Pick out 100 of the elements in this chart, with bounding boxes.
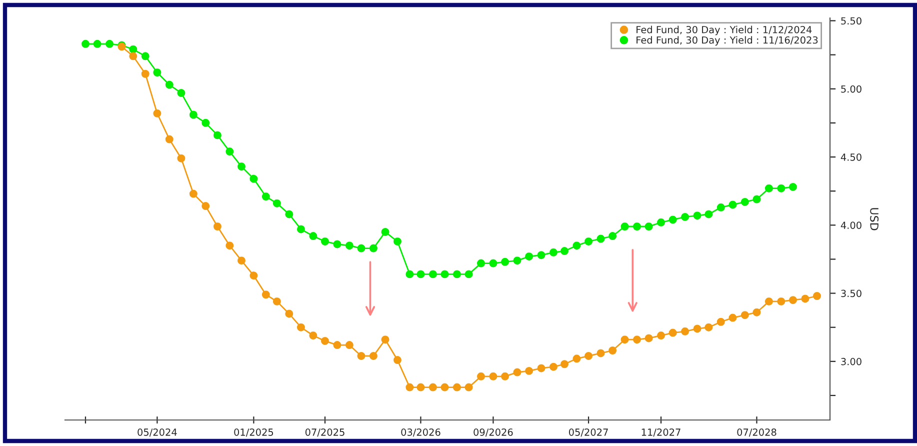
point [237,162,246,171]
point [416,383,425,392]
point [572,354,581,363]
point [202,118,210,127]
point [644,334,653,342]
point [262,192,270,201]
point [764,297,773,306]
x-tick-label: 03/2026 [401,428,440,437]
x-tick-label: 01/2025 [234,428,274,437]
point [202,202,210,210]
point [106,40,114,48]
point [381,228,390,236]
point [309,232,318,240]
point [226,148,234,156]
point [333,240,342,248]
point [549,362,558,371]
point [428,383,437,392]
y-tick-label: 4.00 [840,222,862,229]
point [620,222,629,230]
y-axis-title: USD [870,208,879,230]
point [632,222,641,230]
x-tick-label: 11/2027 [642,428,680,437]
point [777,297,786,306]
point [788,182,797,191]
point [740,198,749,206]
point [801,294,810,303]
point [740,311,749,320]
point [681,212,690,221]
point [189,110,198,119]
point [668,216,677,224]
point [369,244,378,252]
point [262,290,270,299]
point [752,195,761,204]
point [813,292,821,300]
point [285,210,294,218]
point [321,336,329,345]
y-tick-label: 5.00 [841,85,862,93]
point [226,242,234,250]
point [416,270,425,278]
y-tick-label: 4.50 [840,153,862,161]
point [489,259,498,268]
x-tick-label: 07/2028 [737,428,776,437]
point [452,383,461,392]
point [153,68,162,76]
point [296,225,305,234]
point [728,200,737,209]
point [285,310,294,318]
point [525,366,534,375]
point [345,242,354,250]
point [81,40,90,48]
point [393,356,402,364]
point [657,332,665,340]
point [357,352,366,360]
point [788,296,797,304]
point [464,383,473,392]
point [177,154,186,162]
point [406,383,414,392]
point [728,314,737,322]
point [513,256,522,265]
point [764,184,773,192]
point [608,232,617,240]
point [704,323,713,332]
point [596,349,605,358]
point [620,336,629,344]
point [464,270,473,278]
point [632,336,641,344]
point [393,237,402,246]
point [537,364,546,372]
point [440,270,449,278]
point [440,383,449,392]
point [752,308,761,316]
point [165,135,174,144]
point [129,52,138,60]
point [141,70,150,78]
point [644,222,653,230]
point [476,259,485,268]
point [189,190,198,198]
y-tick-label: 3.00 [841,358,862,366]
point [250,174,258,183]
point [668,328,677,337]
point [93,40,102,48]
point [177,88,186,97]
point [513,368,522,376]
point [345,341,354,350]
point [549,248,558,256]
point [693,324,702,333]
x-tick-label: 09/2026 [474,428,513,437]
point [716,203,725,212]
point [584,237,593,246]
point [309,332,318,340]
point [596,234,605,243]
point [141,52,150,60]
point [572,242,581,250]
point [272,297,281,306]
x-tick-label: 05/2024 [138,428,177,437]
y-tick-label: 5.50 [841,17,862,25]
point [525,252,534,260]
x-tick-label: 05/2027 [568,428,608,437]
point [584,352,593,360]
point [501,258,510,266]
